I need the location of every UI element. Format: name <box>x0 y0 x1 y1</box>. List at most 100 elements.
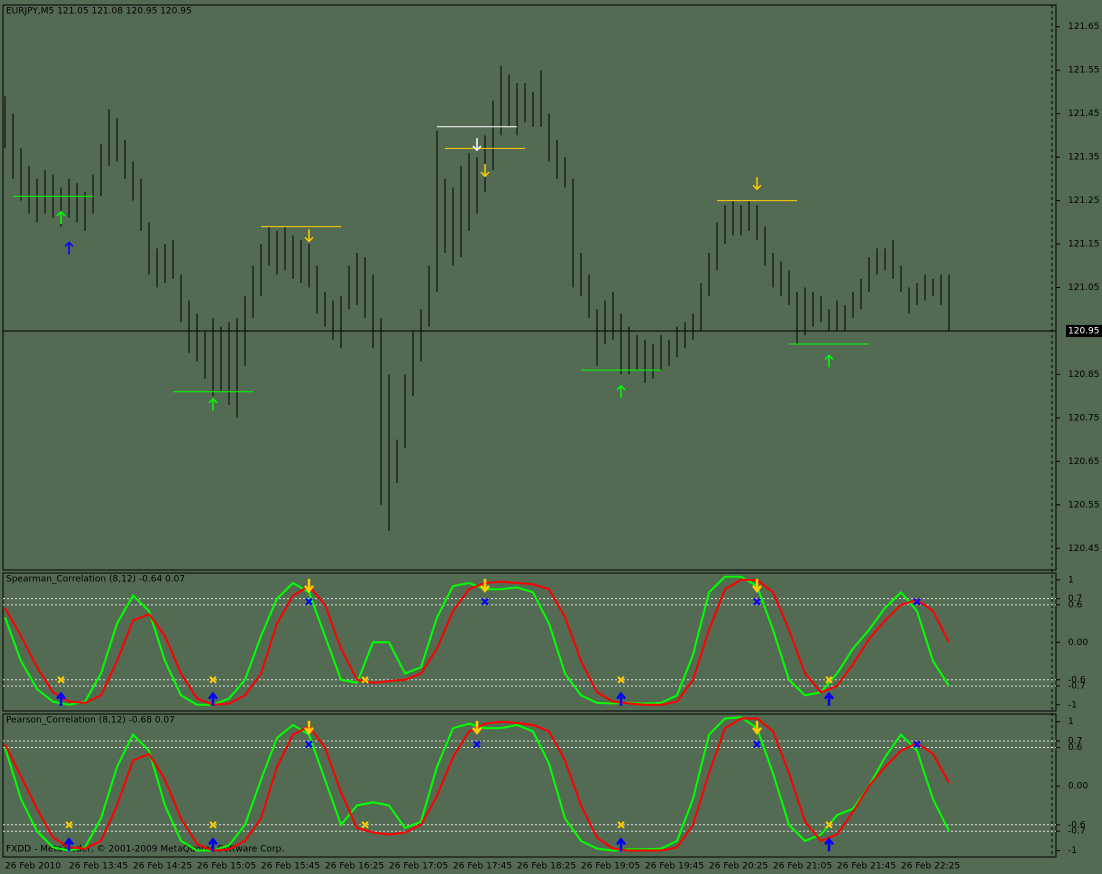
signal-arrow <box>64 837 74 852</box>
y-tick-label: 120.55 <box>1068 500 1100 510</box>
pane-title: Pearson_Correlation (8,12) -0.68 0.07 <box>6 716 175 726</box>
signal-cross <box>753 740 761 748</box>
signal-cross <box>473 740 481 748</box>
y-tick-label: 0.7 <box>1068 737 1082 747</box>
signal-cross <box>753 598 761 606</box>
signal-arrow <box>824 354 834 368</box>
arrow-head <box>752 184 762 191</box>
current-price-box <box>1066 324 1102 337</box>
x-tick-label: 26 Feb 13:45 <box>69 862 128 872</box>
signal-arrow <box>64 241 74 255</box>
y-tick-label: 120.85 <box>1068 370 1100 380</box>
y-tick-label: 121.55 <box>1068 66 1100 76</box>
signal-cross <box>65 821 73 829</box>
signal-arrow <box>752 177 762 191</box>
arrow-head <box>64 241 74 247</box>
signal-arrow <box>304 578 314 593</box>
arrow-head <box>208 397 218 404</box>
signal-arrow <box>472 720 482 735</box>
signal-arrow <box>304 720 314 735</box>
y-tick-label: 1 <box>1068 575 1074 585</box>
signal-cross <box>825 821 833 829</box>
signal-arrow <box>56 210 66 224</box>
signal-arrow <box>824 837 834 852</box>
y-tick-label: 121.05 <box>1068 283 1100 293</box>
signal-cross <box>305 740 313 748</box>
x-tick-label: 26 Feb 21:05 <box>773 862 832 872</box>
signal-arrow <box>616 837 626 852</box>
signal-cross <box>481 598 489 606</box>
signal-cross <box>305 598 313 606</box>
signal-arrow <box>480 164 490 178</box>
signal-arrow <box>208 397 218 411</box>
pane-title: Spearman_Correlation (8,12) -0.64 0.07 <box>6 575 185 585</box>
signal-arrow <box>616 691 626 706</box>
signal-arrow <box>616 384 626 398</box>
signal-arrow <box>304 229 314 243</box>
y-tick-label: 121.15 <box>1068 240 1100 250</box>
y-tick-label: -0.6 <box>1068 675 1086 685</box>
indicator-line <box>4 578 950 706</box>
x-tick-label: 26 Feb 22:25 <box>901 862 960 872</box>
y-tick-label: -1 <box>1068 846 1077 856</box>
y-tick-label: 121.35 <box>1068 153 1100 163</box>
x-tick-label: 26 Feb 15:45 <box>261 862 320 872</box>
pane-frame <box>2 713 1057 858</box>
signal-arrow <box>472 138 482 152</box>
y-tick-label: 120.45 <box>1068 544 1100 554</box>
arrow-head <box>304 236 314 243</box>
y-tick-label: -0.6 <box>1068 820 1086 830</box>
y-tick-label: 120.75 <box>1068 413 1100 423</box>
y-tick-label: 121.25 <box>1068 196 1100 206</box>
signal-cross <box>617 821 625 829</box>
x-tick-label: 26 Feb 20:25 <box>709 862 768 872</box>
signal-cross <box>913 740 921 748</box>
arrow-head <box>56 210 66 217</box>
y-tick-label: 0.7 <box>1068 594 1082 604</box>
y-tick-label: 121.65 <box>1068 22 1100 32</box>
signal-arrow <box>752 578 762 593</box>
y-tick-label: 0.00 <box>1068 638 1088 648</box>
signal-cross <box>57 676 65 684</box>
x-tick-label: 26 Feb 19:45 <box>645 862 704 872</box>
signal-arrow <box>208 837 218 852</box>
signal-cross <box>617 676 625 684</box>
x-tick-label: 26 Feb 17:45 <box>453 862 512 872</box>
arrow-head <box>480 171 490 178</box>
signal-cross <box>913 598 921 606</box>
y-tick-label: 1 <box>1068 717 1074 727</box>
y-tick-label: 0.6 <box>1068 600 1083 610</box>
y-tick-label: 0.00 <box>1068 782 1088 792</box>
signal-cross <box>209 821 217 829</box>
x-tick-label: 26 Feb 15:05 <box>197 862 256 872</box>
signal-arrow <box>56 691 66 706</box>
arrow-head <box>472 145 482 152</box>
arrow-head <box>824 354 834 360</box>
y-tick-label: 120.65 <box>1068 457 1100 467</box>
x-tick-label: 26 Feb 2010 <box>5 862 61 872</box>
signal-cross <box>825 676 833 684</box>
pane-title: EURJPY,M5 121.05 121.08 120.95 120.95 <box>6 7 192 17</box>
current-price-label: 120.95 <box>1068 326 1100 336</box>
signal-cross <box>361 676 369 684</box>
x-tick-label: 26 Feb 17:05 <box>389 862 448 872</box>
arrow-head <box>616 384 626 391</box>
x-tick-label: 26 Feb 14:25 <box>133 862 192 872</box>
y-tick-label: 121.45 <box>1068 109 1100 119</box>
x-tick-label: 26 Feb 19:05 <box>581 862 640 872</box>
signal-cross <box>209 676 217 684</box>
footer: FXDD - MetaTrader, © 2001-2009 MetaQuote… <box>6 845 284 855</box>
y-tick-label: -0.7 <box>1068 682 1086 692</box>
signal-arrow <box>208 691 218 706</box>
x-tick-label: 26 Feb 16:25 <box>325 862 384 872</box>
x-tick-label: 26 Feb 18:25 <box>517 862 576 872</box>
signal-cross <box>361 821 369 829</box>
y-tick-label: 0.6 <box>1068 743 1083 753</box>
y-tick-label: -1 <box>1068 700 1077 710</box>
signal-arrow <box>752 720 762 735</box>
y-tick-label: -0.7 <box>1068 827 1086 837</box>
signal-arrow <box>824 691 834 706</box>
x-tick-label: 26 Feb 21:45 <box>837 862 896 872</box>
